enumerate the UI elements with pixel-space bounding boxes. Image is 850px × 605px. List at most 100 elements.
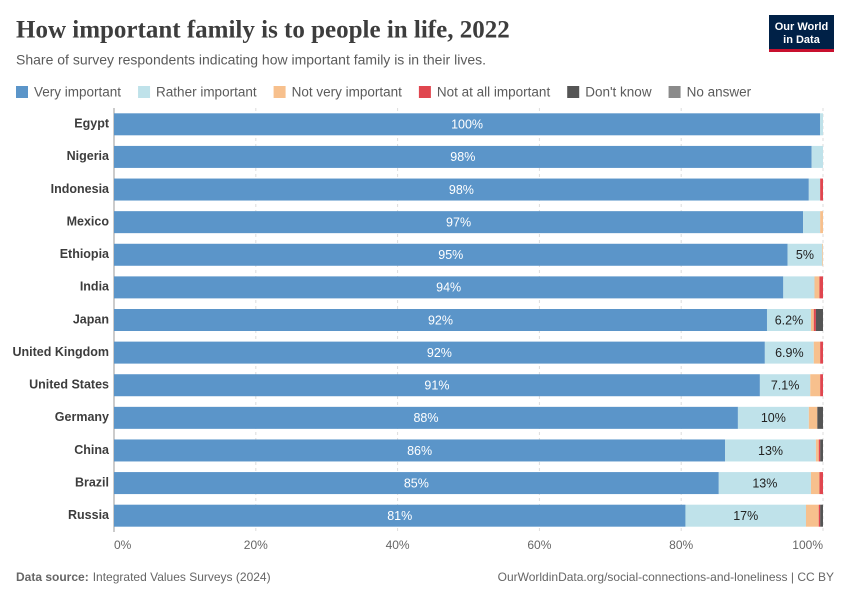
bar-segment	[814, 276, 820, 299]
legend-label: Don't know	[585, 85, 652, 100]
bar-segment	[725, 439, 816, 462]
bar-segment	[818, 439, 821, 462]
x-tick-label: 0%	[114, 538, 132, 552]
data-label: 13%	[758, 444, 783, 458]
bar-segment	[114, 374, 760, 397]
data-label: 98%	[450, 150, 475, 164]
logo-box	[769, 15, 834, 51]
legend-label: Very important	[34, 85, 121, 100]
y-tick-label: United States	[29, 378, 109, 392]
y-tick-label: Indonesia	[51, 182, 110, 196]
data-label: 98%	[449, 183, 474, 197]
data-label: 17%	[733, 509, 758, 523]
bar-segment	[820, 341, 823, 364]
bar-segment	[810, 472, 820, 495]
legend-swatch	[668, 86, 681, 98]
y-tick-label: Mexico	[67, 214, 110, 228]
data-label: 5%	[796, 248, 814, 262]
bar-segment	[817, 406, 823, 429]
bar-segment	[114, 439, 726, 462]
data-label: 94%	[436, 281, 461, 295]
bar-segment	[813, 309, 816, 331]
y-tick-label: India	[80, 280, 110, 294]
bar-segment	[114, 178, 809, 201]
bar-segment	[114, 145, 812, 168]
y-tick-label: Brazil	[75, 475, 109, 489]
bar-segment	[820, 113, 823, 136]
bar-segment	[811, 145, 823, 168]
x-tick-label: 100%	[792, 538, 823, 552]
x-tick-label: 60%	[527, 538, 551, 552]
legend-swatch	[418, 86, 431, 98]
legend-label: No answer	[687, 85, 752, 100]
bar-segment	[820, 504, 823, 527]
x-tick-label: 20%	[244, 538, 268, 552]
bar-segment	[819, 276, 823, 299]
bar-segment	[766, 309, 811, 331]
bar-segment	[822, 243, 823, 266]
bar-segment	[815, 309, 823, 331]
bar-segment	[685, 504, 806, 527]
bar-segment	[819, 472, 823, 495]
x-tick-label: 40%	[386, 538, 410, 552]
legend-label: Rather important	[156, 85, 257, 100]
bar-segment	[810, 374, 821, 397]
y-tick-label: Nigeria	[67, 149, 110, 163]
data-label: 86%	[407, 444, 432, 458]
bar-segment	[818, 504, 821, 527]
bar-segment	[808, 406, 818, 429]
source-label: Data source:	[16, 570, 89, 584]
data-label: 91%	[424, 379, 449, 393]
bar-segment	[114, 276, 784, 299]
chart-title: How important family is to people in lif…	[16, 17, 510, 44]
bar-segment	[114, 472, 719, 495]
legend-label: Not at all important	[437, 85, 551, 100]
bar-segment	[820, 211, 823, 234]
logo-text: in Data	[783, 34, 821, 46]
data-label: 85%	[404, 476, 429, 490]
bar-segment	[737, 406, 809, 429]
legend-swatch	[138, 86, 151, 98]
data-label: 81%	[387, 509, 412, 523]
legend-swatch	[567, 86, 580, 98]
data-label: 92%	[427, 346, 452, 360]
url: OurWorldinData.org/social-connections-an…	[498, 570, 834, 584]
chart-subtitle: Share of survey respondents indicating h…	[16, 52, 486, 68]
data-label: 88%	[413, 411, 438, 425]
x-tick-label: 80%	[669, 538, 693, 552]
bar-segment	[114, 243, 788, 266]
bar-segment	[114, 406, 738, 429]
bar-segment	[820, 374, 823, 397]
data-label: 10%	[761, 411, 786, 425]
bar-segment	[805, 504, 819, 527]
y-tick-label: Ethiopia	[60, 247, 110, 261]
data-label: 100%	[451, 118, 483, 132]
data-label: 6.2%	[775, 313, 804, 327]
bar-segment	[820, 439, 823, 462]
bar-segment	[820, 178, 823, 201]
bar-segment	[759, 374, 811, 397]
bar-segment	[114, 341, 765, 364]
bar-segment	[808, 178, 821, 201]
legend-label: Not very important	[292, 85, 403, 100]
legend-swatch	[273, 86, 286, 98]
y-tick-label: Russia	[68, 508, 110, 522]
data-label: 13%	[752, 476, 777, 490]
legend-swatch	[16, 86, 28, 98]
bar-segment	[783, 276, 815, 299]
data-label: 95%	[438, 248, 463, 262]
bar-segment	[114, 504, 686, 527]
data-label: 92%	[428, 313, 453, 327]
y-tick-label: United Kingdom	[12, 345, 109, 359]
bar-segment	[813, 341, 821, 364]
bar-segment	[764, 341, 814, 364]
bar-segment	[815, 439, 819, 462]
source: Integrated Values Surveys (2024)	[93, 570, 271, 584]
data-label: 7.1%	[771, 379, 800, 393]
bar-segment	[810, 309, 814, 331]
bar-segment	[803, 211, 821, 234]
bar-segment	[787, 243, 823, 266]
bar-segment	[718, 472, 811, 495]
y-tick-label: Japan	[73, 312, 109, 326]
